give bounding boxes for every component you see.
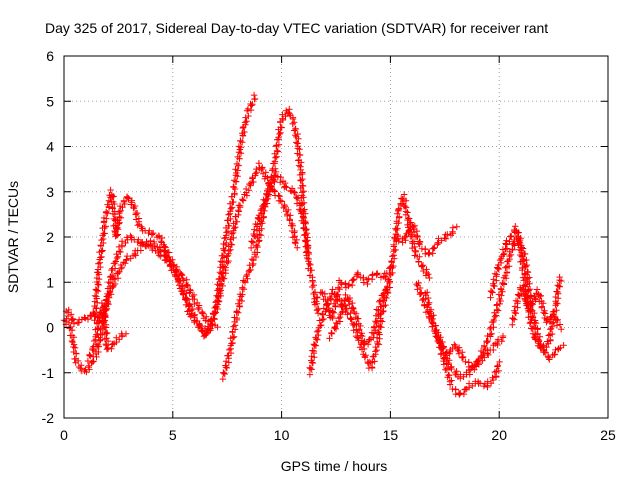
axis-ticks <box>63 55 609 419</box>
data-point-markers <box>422 289 503 398</box>
series-track-d <box>84 299 130 365</box>
series-track-b <box>63 237 221 331</box>
x-tick-labels: 0 5 10 15 20 25 <box>60 427 616 443</box>
data-point-markers <box>326 284 391 348</box>
x-tick-label: 5 <box>169 427 177 443</box>
x-tick-label: 15 <box>383 427 399 443</box>
x-tick-label: 25 <box>600 427 616 443</box>
series-track-a <box>60 160 301 376</box>
y-tick-label: 5 <box>46 93 54 109</box>
y-tick-label: 4 <box>46 139 54 155</box>
series-track-j <box>391 219 460 258</box>
data-point-markers <box>311 263 394 322</box>
y-tick-label: 2 <box>46 229 54 245</box>
series-track-c <box>90 91 259 336</box>
series-track-h <box>311 263 394 322</box>
data-point-markers <box>90 91 259 336</box>
data-point-markers <box>509 284 565 333</box>
y-tick-label: -2 <box>42 410 55 426</box>
x-tick-label: 10 <box>274 427 290 443</box>
data-point-markers <box>306 191 433 378</box>
series-track-i <box>326 284 391 348</box>
data-point-markers <box>63 237 221 331</box>
y-tick-labels: -2 -1 0 1 2 3 4 5 6 <box>42 48 55 426</box>
y-tick-label: 3 <box>46 184 54 200</box>
x-tick-label: 0 <box>60 427 68 443</box>
data-point-markers <box>391 219 460 258</box>
chart-title: Day 325 of 2017, Sidereal Day-to-day VTE… <box>45 20 548 36</box>
series-track-f <box>247 168 322 317</box>
series-track-g <box>306 191 433 378</box>
y-tick-label: 6 <box>46 48 54 64</box>
y-tick-label: -1 <box>42 365 55 381</box>
data-point-markers <box>247 168 322 317</box>
y-tick-label: 0 <box>46 320 54 336</box>
data-point-markers <box>84 299 130 365</box>
series-track-o <box>509 284 565 333</box>
x-axis-label: GPS time / hours <box>281 458 388 474</box>
series-track-l <box>422 289 503 398</box>
x-tick-label: 20 <box>491 427 507 443</box>
y-axis-label: SDTVAR / TECUs <box>5 181 21 293</box>
data-points <box>60 91 567 398</box>
y-tick-label: 1 <box>46 274 54 290</box>
grid-lines <box>64 56 608 418</box>
data-point-markers <box>60 160 301 376</box>
